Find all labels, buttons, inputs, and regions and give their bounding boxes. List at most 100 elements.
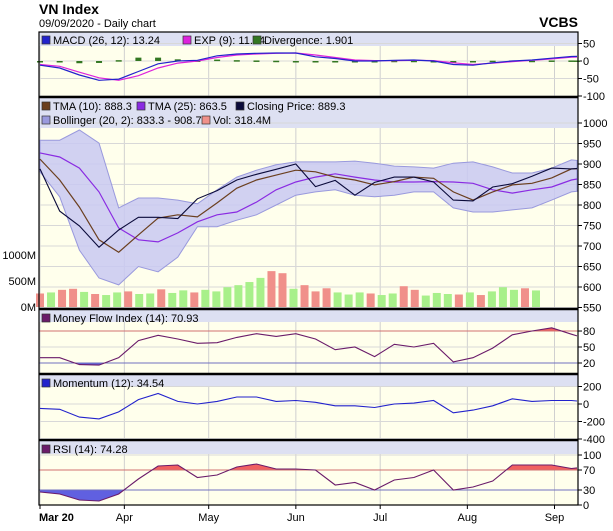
y-tick-label: 0 — [583, 56, 589, 68]
divergence-bar — [174, 59, 181, 61]
volume-bar — [532, 290, 540, 307]
volume-bar — [157, 289, 166, 307]
divergence-bar — [56, 61, 63, 63]
y-tick-label: 900 — [583, 159, 601, 171]
divergence-bar — [292, 61, 299, 63]
volume-bar — [355, 292, 364, 307]
volume-bar — [432, 292, 441, 307]
volume-bar — [113, 292, 122, 307]
legend-label: TMA (25): 863.5 — [148, 101, 227, 113]
volume-bar — [289, 288, 298, 307]
divergence-bar — [135, 57, 142, 61]
volume-bar — [509, 289, 518, 307]
panel-price: 1000 950 900 850 800 750 700 650 600 550 TMA (10):… — [2, 98, 607, 315]
divergence-bar — [233, 60, 240, 62]
y-tick-label: -200 — [583, 417, 605, 429]
volume-bar — [322, 288, 331, 307]
divergence-bar — [568, 60, 575, 62]
y-tick-label: 850 — [583, 180, 601, 192]
volume-bar — [520, 288, 529, 307]
x-tick-label: Sep — [545, 512, 565, 524]
legend-label: EXP (9): 11.34 — [194, 35, 265, 47]
panel-mfi: 80 50 20 Money Flow Index (14): 70.93 — [39, 310, 595, 373]
y-tick-label: 50 — [583, 39, 595, 51]
tma10-line — [39, 158, 578, 253]
y-tick-label: -100 — [583, 91, 605, 103]
x-tick-label: Jun — [287, 512, 305, 524]
volume-bar — [465, 292, 474, 307]
volume-bar — [267, 271, 276, 307]
volume-bar — [410, 289, 419, 307]
volume-bar — [102, 295, 111, 307]
volume-bar — [311, 291, 320, 307]
x-tick-label: May — [198, 512, 219, 524]
legend-label: TMA (10): 888.3 — [53, 101, 132, 113]
oversold-fill — [40, 490, 577, 501]
volume-bar — [179, 290, 188, 307]
volume-bar — [190, 292, 199, 307]
legend-label: Closing Price: 889.3 — [247, 101, 345, 113]
volume-bar — [443, 294, 452, 307]
y-tick-label: 1000 — [583, 118, 607, 130]
y-tick-label: 650 — [583, 262, 601, 274]
x-tick-label: Mar 20 — [39, 512, 74, 524]
divergence-bar — [351, 61, 358, 63]
volume-bar — [344, 294, 353, 307]
legend-label: MACD (26, 12): 13.24 — [53, 35, 160, 47]
divergence-bar — [574, 60, 580, 62]
volume-bar — [124, 291, 133, 307]
divergence-bar — [469, 61, 476, 63]
legend-swatch — [182, 35, 192, 45]
volume-tick-label: 1000M — [2, 250, 36, 262]
volume-bar — [201, 289, 210, 307]
y-tick-label: -50 — [583, 74, 599, 86]
volume-bar — [278, 273, 287, 307]
legend-label: Money Flow Index (14): 70.93 — [53, 313, 199, 325]
legend-swatch — [41, 444, 51, 454]
divergence-bar — [96, 61, 103, 63]
divergence-bar — [214, 59, 221, 62]
volume-bar — [245, 282, 254, 307]
volume-bar — [36, 293, 44, 307]
volume-bar — [377, 295, 386, 307]
divergence-bar — [155, 57, 162, 61]
divergence-bar — [76, 61, 83, 64]
y-tick-label: 200 — [583, 382, 601, 394]
volume-bar — [476, 295, 485, 307]
volume-bar — [168, 292, 177, 307]
divergence-bar — [430, 61, 437, 63]
divergence-bar — [273, 60, 280, 63]
divergence-bar — [371, 61, 378, 63]
plot-area — [39, 454, 578, 505]
divergence-bar — [312, 61, 319, 63]
legend-label: RSI (14): 74.28 — [53, 444, 128, 456]
y-tick-label: 600 — [583, 282, 601, 294]
x-tick-label: Apr — [116, 512, 133, 524]
y-tick-label: 700 — [583, 241, 601, 253]
rsi-line — [39, 463, 578, 502]
volume-bar — [300, 285, 309, 307]
x-tick-label: Aug — [458, 512, 478, 524]
y-tick-label: 950 — [583, 139, 601, 151]
bollinger-band — [39, 129, 578, 286]
divergence-bar — [332, 61, 339, 63]
tma25-line — [39, 152, 578, 243]
y-tick-label: 800 — [583, 200, 601, 212]
legend-swatch — [235, 101, 245, 111]
panel-momentum: 200 0 -200 -400 Momentum (12): 34.54 — [39, 375, 605, 446]
volume-bar — [223, 287, 232, 307]
y-tick-label: 100 — [583, 450, 601, 462]
divergence-bar — [450, 61, 457, 63]
volume-tick-label: 0M — [21, 302, 36, 314]
legend-label: Momentum (12): 34.54 — [53, 378, 164, 390]
volume-bar — [146, 293, 155, 307]
y-tick-label: 550 — [583, 303, 601, 315]
y-tick-label: 50 — [583, 342, 595, 354]
volume-bar — [487, 291, 496, 307]
chart-title: VN Index — [39, 1, 99, 17]
divergence-bar — [489, 60, 496, 63]
volume-bar — [212, 291, 221, 307]
macd-line — [39, 52, 578, 81]
divergence-bar — [37, 61, 43, 63]
